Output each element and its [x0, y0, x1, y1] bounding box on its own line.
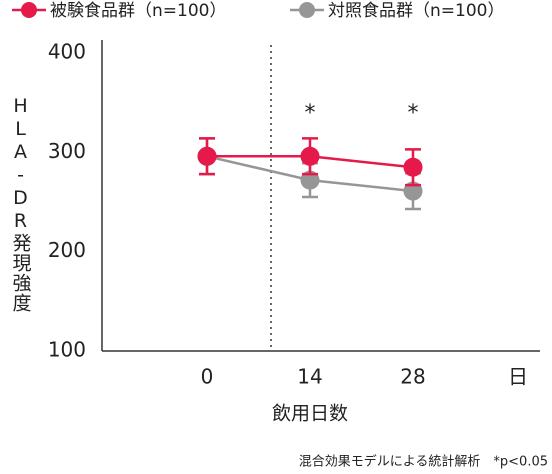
legend-marker [299, 2, 315, 18]
significance: * [305, 101, 316, 126]
x-tick-label: 14 [297, 365, 322, 389]
x-unit: 日 [508, 365, 528, 389]
significance: * [408, 101, 419, 126]
legend-label: 対照食品群（n=100） [328, 1, 504, 21]
y-tick-label: 400 [48, 40, 86, 64]
y-tick-label: 200 [48, 238, 86, 262]
x-axis-title: 飲用日数 [272, 403, 348, 425]
point [197, 146, 217, 166]
legend-marker [21, 2, 37, 18]
legend-label: 被験食品群（n=100） [50, 1, 226, 21]
note: 混合効果モデルによる統計解析 *p<0.05 [299, 454, 548, 470]
point [403, 157, 423, 177]
point [300, 146, 320, 166]
x-tick-label: 0 [201, 365, 214, 389]
y-axis-title: HLA-DR発現強度 [10, 95, 32, 313]
y-tick-label: 100 [48, 338, 86, 362]
y-tick-label: 300 [48, 139, 86, 163]
x-tick-label: 28 [400, 365, 425, 389]
